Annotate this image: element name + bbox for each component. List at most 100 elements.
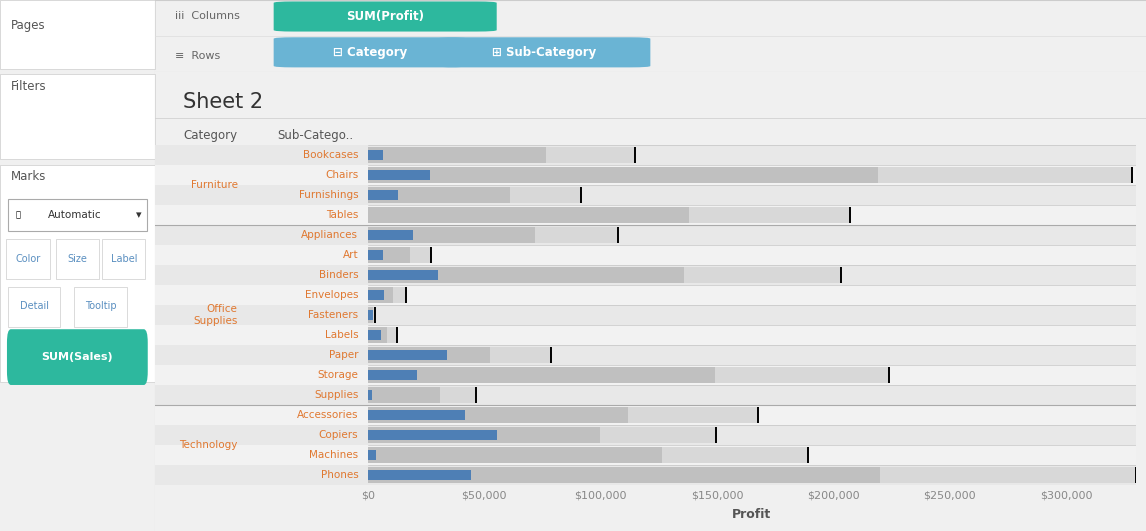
Bar <box>249 365 368 385</box>
Bar <box>368 305 1136 325</box>
Bar <box>249 165 368 185</box>
Bar <box>368 310 374 320</box>
Bar <box>368 370 417 380</box>
Bar <box>249 465 368 485</box>
Text: Automatic: Automatic <box>47 210 101 220</box>
Text: Office
Supplies: Office Supplies <box>194 304 237 327</box>
Bar <box>878 167 1132 183</box>
Text: Accessories: Accessories <box>297 410 359 420</box>
Bar <box>368 330 380 340</box>
Bar <box>0 74 155 159</box>
Bar <box>368 187 510 203</box>
Text: Category: Category <box>183 129 237 142</box>
Bar <box>368 345 1136 365</box>
Bar <box>155 365 249 385</box>
Bar <box>249 205 368 225</box>
Bar <box>74 287 127 327</box>
Bar <box>368 347 489 363</box>
Bar <box>249 265 368 285</box>
Bar <box>368 365 1136 385</box>
Bar <box>102 239 146 279</box>
Text: Appliances: Appliances <box>301 230 359 240</box>
Bar <box>599 427 716 443</box>
Text: ≡  Rows: ≡ Rows <box>174 51 220 61</box>
Bar <box>155 385 249 405</box>
Bar <box>547 147 635 164</box>
Text: ▾: ▾ <box>136 210 142 220</box>
Bar <box>880 467 1136 483</box>
Text: iii  Columns: iii Columns <box>174 11 240 21</box>
Bar <box>327 210 368 220</box>
Bar <box>715 367 889 383</box>
Bar <box>155 465 249 485</box>
Bar <box>368 207 689 224</box>
Bar <box>510 187 581 203</box>
Bar <box>368 267 683 284</box>
Bar <box>8 287 61 327</box>
Bar <box>249 385 368 405</box>
Bar <box>368 205 1136 225</box>
Bar <box>155 345 249 365</box>
Bar <box>368 467 880 483</box>
Bar <box>368 250 383 260</box>
Bar <box>155 185 249 205</box>
Text: Bookcases: Bookcases <box>303 150 359 160</box>
Bar <box>249 345 368 365</box>
Text: SUM(Profit): SUM(Profit) <box>346 10 424 23</box>
Text: Tooltip: Tooltip <box>85 302 117 311</box>
X-axis label: Profit: Profit <box>732 508 771 520</box>
Bar <box>368 150 383 160</box>
Bar <box>249 145 368 165</box>
Bar <box>368 410 465 421</box>
Text: Binders: Binders <box>319 270 359 280</box>
Bar <box>368 167 878 183</box>
FancyBboxPatch shape <box>274 2 496 31</box>
Bar <box>368 425 1136 445</box>
Bar <box>489 347 550 363</box>
Bar <box>368 350 447 361</box>
Bar <box>368 287 393 303</box>
Bar <box>368 387 440 403</box>
Text: Storage: Storage <box>317 370 359 380</box>
Bar <box>249 285 368 305</box>
Bar <box>368 170 430 181</box>
Bar <box>368 405 1136 425</box>
Text: SUM(Sales): SUM(Sales) <box>41 352 113 362</box>
Bar <box>8 199 147 231</box>
Bar <box>155 305 249 325</box>
Bar <box>0 385 155 531</box>
Text: Labels: Labels <box>324 330 359 340</box>
Text: Pages: Pages <box>10 19 46 31</box>
Bar <box>249 405 368 425</box>
Bar <box>410 247 431 263</box>
Bar <box>155 325 249 345</box>
Bar <box>661 447 808 463</box>
Bar <box>155 205 249 225</box>
Bar <box>368 470 471 480</box>
Bar <box>155 445 249 465</box>
Bar <box>6 239 49 279</box>
Text: Supplies: Supplies <box>314 390 359 400</box>
Bar <box>368 285 1136 305</box>
Bar <box>368 385 1136 405</box>
Bar <box>249 425 368 445</box>
Bar <box>368 465 1136 485</box>
Text: Phones: Phones <box>321 470 359 480</box>
Bar <box>368 165 1136 185</box>
Bar <box>249 445 368 465</box>
Bar <box>155 265 249 285</box>
Text: Copiers: Copiers <box>319 430 359 440</box>
Bar <box>683 267 841 284</box>
Bar <box>249 185 368 205</box>
Bar <box>0 0 155 69</box>
Bar <box>368 265 1136 285</box>
Bar <box>368 445 1136 465</box>
Bar <box>368 145 1136 165</box>
Bar <box>368 307 372 323</box>
Bar <box>249 305 368 325</box>
Text: Technology: Technology <box>179 440 237 450</box>
Bar <box>368 325 1136 345</box>
Bar <box>368 247 410 263</box>
Bar <box>368 427 599 443</box>
Bar <box>368 185 1136 205</box>
